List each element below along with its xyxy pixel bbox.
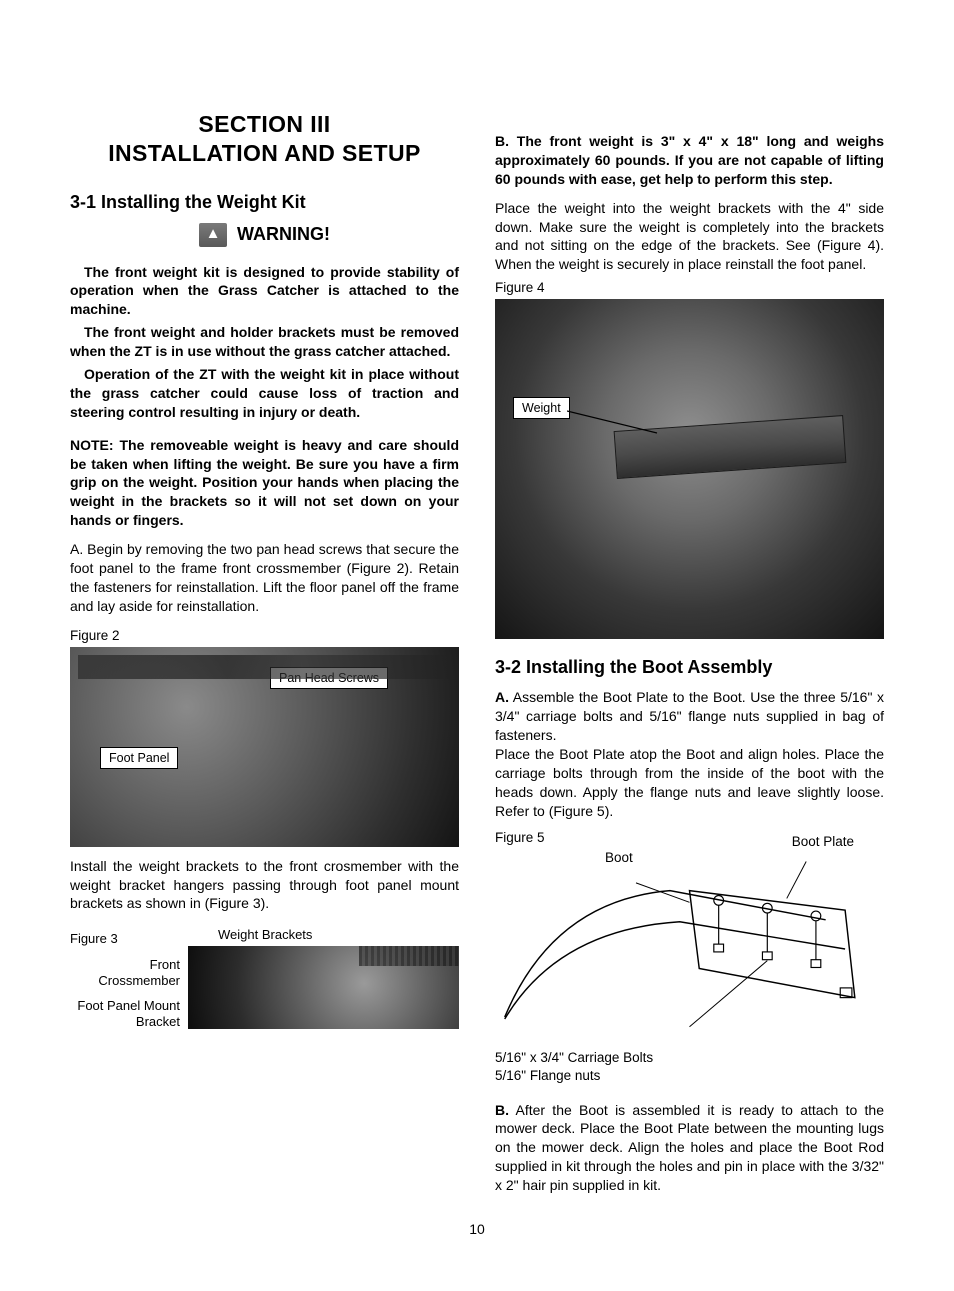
figure-5-image xyxy=(495,849,884,1049)
step-a-body: Begin by removing the two pan head screw… xyxy=(70,541,459,614)
warning-paragraph-2: The front weight and holder brackets mus… xyxy=(70,323,459,361)
figure-4-label: Figure 4 xyxy=(495,280,884,295)
figure-4-leader-line-icon xyxy=(567,403,687,443)
figure-5-bootplate: Boot Plate xyxy=(792,830,854,849)
warning-paragraph-1: The front weight kit is designed to prov… xyxy=(70,263,459,320)
right-step-a-body: Assemble the Boot Plate to the Boot. Use… xyxy=(495,689,884,743)
subsection-3-1: 3-1 Installing the Weight Kit xyxy=(70,192,459,213)
figure-3-label: Figure 3 xyxy=(70,931,118,947)
figure-3-top-row: Figure 3 xyxy=(70,931,180,947)
two-column-layout: SECTION III INSTALLATION AND SETUP 3-1 I… xyxy=(70,110,884,1195)
figure-4-image: Weight xyxy=(495,299,884,639)
figure-2-image: Pan Head Screws Foot Panel xyxy=(70,647,459,847)
place-weight-paragraph: Place the weight into the weight bracket… xyxy=(495,199,884,275)
warning-label: WARNING! xyxy=(237,224,330,245)
figure-5-carriage-bolts: 5/16" x 3/4" Carriage Bolts xyxy=(495,1049,884,1067)
right-step-b-prefix: B. xyxy=(495,1102,509,1118)
figure-3-wrapper: Figure 3 Front Crossmember Foot Panel Mo… xyxy=(70,927,459,1029)
step-a-prefix: A. xyxy=(70,541,83,557)
figure-3-foot-panel-mount: Foot Panel Mount Bracket xyxy=(70,998,180,1029)
figure-5-line-drawing-icon xyxy=(495,849,884,1049)
step-a: A. Begin by removing the two pan head sc… xyxy=(70,540,459,616)
right-step-a: A. Assemble the Boot Plate to the Boot. … xyxy=(495,688,884,745)
page-number: 10 xyxy=(70,1221,884,1237)
figure-3-image xyxy=(188,946,459,1029)
section-title-line2: INSTALLATION AND SETUP xyxy=(108,140,420,166)
step-b-body: The front weight is 3" x 4" x 18" long a… xyxy=(495,133,884,187)
section-title: SECTION III INSTALLATION AND SETUP xyxy=(70,110,459,168)
figure-3-side-labels: Figure 3 Front Crossmember Foot Panel Mo… xyxy=(70,927,180,1029)
figure-2-callout-screws: Pan Head Screws xyxy=(270,667,388,689)
right-step-a-prefix: A. xyxy=(495,689,509,705)
note-paragraph: NOTE: The removeable weight is heavy and… xyxy=(70,436,459,530)
warning-header: ▲ WARNING! xyxy=(70,223,459,247)
install-brackets-paragraph: Install the weight brackets to the front… xyxy=(70,857,459,914)
figure-2-label: Figure 2 xyxy=(70,628,459,643)
figure-5-label: Figure 5 xyxy=(495,830,545,849)
figure-3-front-crossmember: Front Crossmember xyxy=(70,957,180,988)
figure-2-callout-footpanel: Foot Panel xyxy=(100,747,178,769)
section-title-line1: SECTION III xyxy=(198,111,330,137)
right-step-a-body2: Place the Boot Plate atop the Boot and a… xyxy=(495,745,884,821)
figure-5-wrapper: Figure 5 Boot Plate Boot xyxy=(495,830,884,1084)
figure-5-bottom-labels: 5/16" x 3/4" Carriage Bolts 5/16" Flange… xyxy=(495,1049,884,1084)
subsection-3-2: 3-2 Installing the Boot Assembly xyxy=(495,657,884,678)
figure-5-flange-nuts: 5/16" Flange nuts xyxy=(495,1067,884,1085)
right-step-b: B. After the Boot is assembled it is rea… xyxy=(495,1101,884,1195)
left-column: SECTION III INSTALLATION AND SETUP 3-1 I… xyxy=(70,110,459,1195)
warning-paragraph-3: Operation of the ZT with the weight kit … xyxy=(70,365,459,422)
step-b-right: B. The front weight is 3" x 4" x 18" lon… xyxy=(495,132,884,189)
right-column: B. The front weight is 3" x 4" x 18" lon… xyxy=(495,110,884,1195)
figure-3-weight-brackets: Weight Brackets xyxy=(188,927,459,946)
warning-triangle-icon: ▲ xyxy=(199,223,227,247)
right-step-b-body: After the Boot is assembled it is ready … xyxy=(495,1102,884,1194)
figure-4-callout-weight: Weight xyxy=(513,397,570,419)
step-b-prefix: B. xyxy=(495,133,509,149)
